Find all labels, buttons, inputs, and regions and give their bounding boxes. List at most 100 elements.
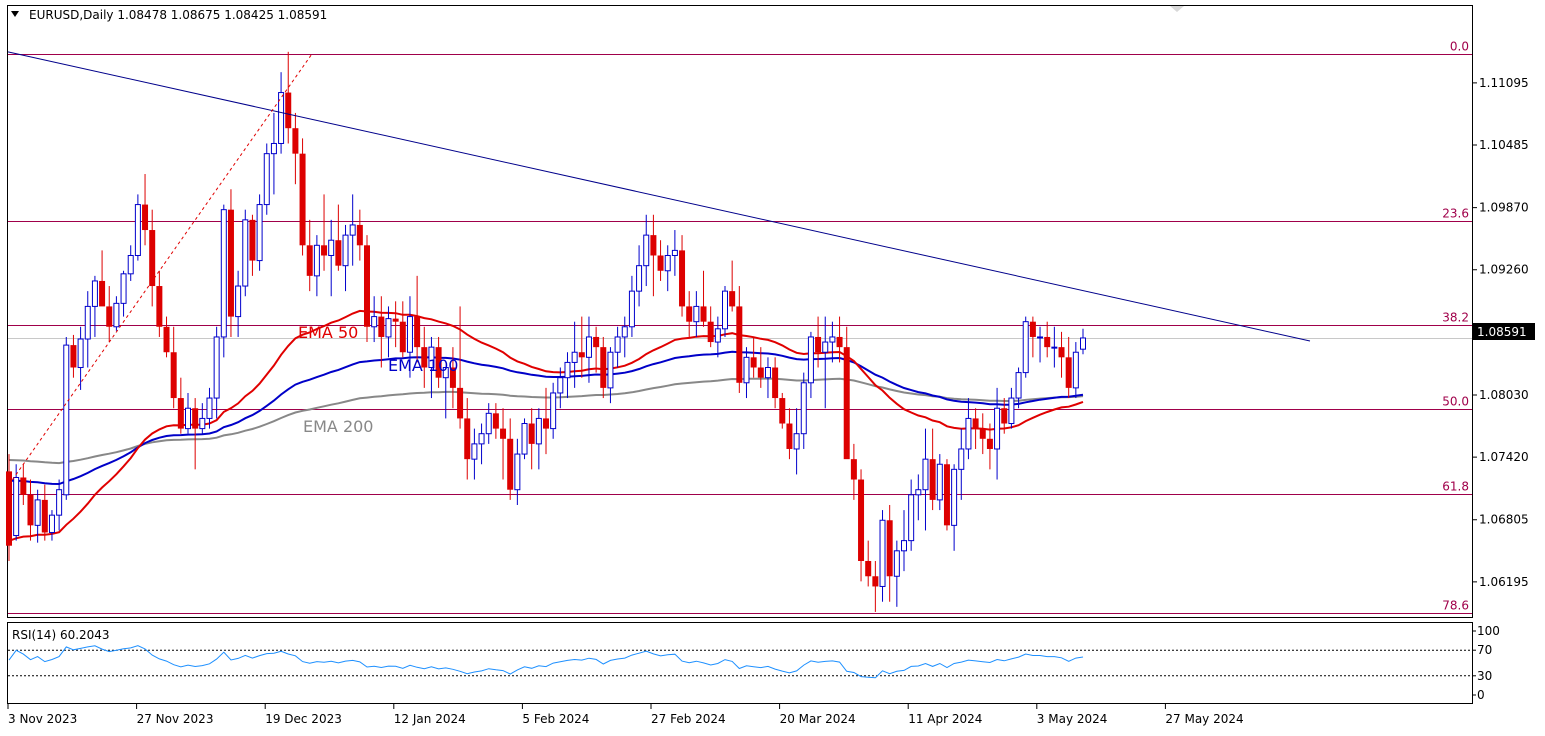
candle-body — [149, 230, 156, 287]
candle-body — [235, 285, 242, 318]
candle-body — [958, 448, 965, 470]
candle — [1037, 326, 1044, 363]
ema200-label: EMA 200 — [303, 417, 373, 436]
candle — [1058, 331, 1065, 378]
candle-body — [585, 336, 592, 358]
candle-body — [972, 418, 979, 429]
candle-body — [500, 428, 507, 439]
candle — [335, 204, 342, 271]
candle — [671, 230, 678, 276]
candle-body — [757, 367, 764, 378]
candle — [185, 392, 191, 434]
candle-body — [356, 224, 363, 246]
candle-body — [342, 234, 349, 267]
rsi-indicator: 100 70 30 0 — [8, 624, 1500, 702]
candle-body — [600, 347, 607, 388]
ema50-label: EMA 50 — [298, 323, 358, 342]
candle — [285, 51, 292, 144]
candle — [328, 219, 335, 297]
symbol-header: EURUSD,Daily 1.08478 1.08675 1.08425 1.0… — [29, 8, 327, 22]
candle — [1080, 328, 1086, 355]
candle — [1022, 316, 1029, 378]
candle — [585, 316, 592, 383]
candle-body — [392, 318, 399, 322]
time-tick-label: 20 Mar 2024 — [780, 712, 856, 726]
candle-body — [843, 347, 850, 460]
rsi-scale-label: 100 — [1477, 624, 1500, 638]
candle — [385, 306, 392, 358]
candle-body — [879, 519, 886, 587]
candle — [986, 423, 993, 470]
candle-body — [242, 219, 249, 287]
candle-body — [278, 92, 285, 144]
candle-body — [772, 367, 779, 399]
candle — [263, 143, 270, 215]
candle — [70, 334, 77, 378]
candle-body — [521, 423, 528, 455]
candle-body — [113, 302, 120, 328]
candle — [471, 428, 478, 480]
candle-body — [1001, 408, 1008, 424]
candle-body — [335, 240, 342, 266]
candle — [550, 382, 557, 439]
dropdown-triangle-icon[interactable] — [11, 11, 19, 17]
candle — [142, 174, 149, 246]
candle — [235, 270, 242, 337]
candle-body — [27, 494, 34, 526]
candle-body — [507, 438, 514, 490]
candle — [163, 316, 170, 358]
time-axis[interactable]: 3 Nov 2023 27 Nov 2023 19 Dec 2023 12 Jan 2… — [7, 704, 1244, 726]
candle — [77, 326, 84, 390]
candle — [901, 510, 907, 572]
candle-body — [850, 459, 857, 480]
candle — [593, 326, 600, 373]
candle-body — [943, 464, 950, 526]
candle — [342, 224, 349, 292]
candle-body — [872, 576, 879, 587]
trendlines[interactable] — [7, 51, 1311, 485]
candle — [249, 214, 256, 276]
candle — [994, 387, 1001, 480]
candle-body — [378, 316, 385, 337]
candle-body — [56, 489, 63, 516]
candle — [714, 316, 721, 358]
candle — [679, 235, 686, 317]
candle-body — [535, 417, 542, 445]
candle-body — [628, 290, 635, 328]
candle-body — [99, 280, 106, 307]
candle — [1051, 326, 1058, 368]
candle-body — [349, 224, 356, 236]
chart-shift-marker-icon[interactable] — [1170, 6, 1184, 12]
candle-body — [1072, 351, 1079, 389]
candle — [621, 316, 628, 358]
price-tick-label: 1.08030 — [1479, 388, 1529, 402]
candle — [127, 245, 134, 281]
candle — [836, 316, 843, 363]
candle — [865, 540, 872, 587]
candle-body — [736, 306, 743, 383]
candle-body — [91, 280, 98, 307]
candle-body — [858, 479, 865, 561]
candle — [736, 286, 743, 393]
candle-body — [800, 382, 807, 435]
candle — [406, 296, 413, 378]
candle — [929, 428, 936, 511]
candle — [34, 489, 41, 543]
candle-body — [163, 326, 170, 353]
candle-body — [20, 477, 27, 495]
ema100-line — [9, 350, 1084, 486]
candle-body — [693, 305, 700, 323]
candle-body — [299, 153, 306, 246]
candle-body — [571, 351, 578, 363]
fib-label-23.6: 23.6 — [1442, 207, 1469, 221]
candle — [256, 194, 263, 271]
candle-body — [722, 290, 728, 330]
candle — [242, 209, 249, 297]
price-axis[interactable]: 1.11095 1.10485 1.09870 1.09260 1.08030 1.074… — [1472, 76, 1529, 589]
candle — [657, 240, 664, 281]
candle-body — [793, 433, 800, 450]
candle — [1044, 321, 1051, 358]
candle-body — [650, 235, 657, 256]
candle — [779, 392, 786, 429]
